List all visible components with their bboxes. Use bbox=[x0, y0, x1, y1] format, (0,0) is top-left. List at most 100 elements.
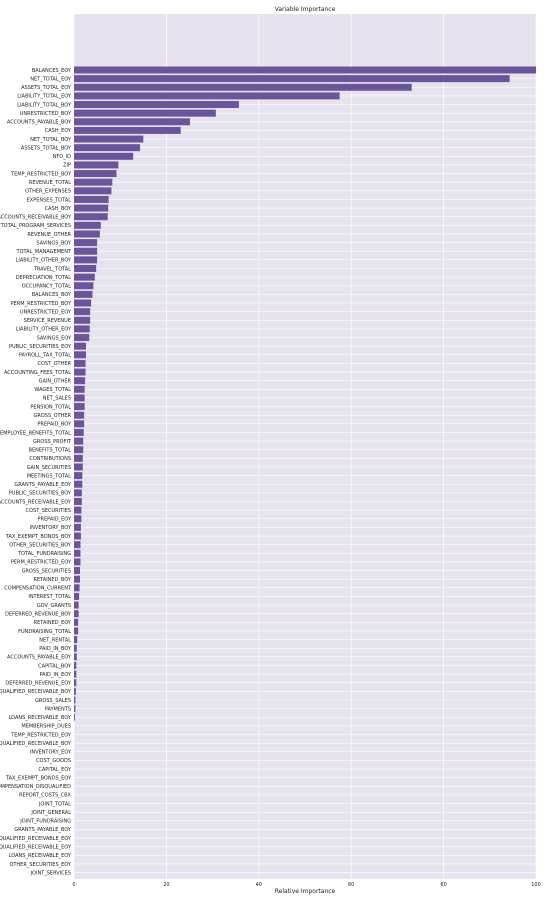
category-label: REVENUE_OTHER bbox=[27, 232, 71, 238]
category-label: GAIN_SECURITIES bbox=[27, 465, 71, 471]
bar bbox=[74, 549, 81, 557]
category-label: ACCOUNTS_PAYABLE_EOY bbox=[7, 655, 72, 661]
category-label: COMPENSATION_CURRENT bbox=[4, 586, 72, 592]
category-label: SAVINGS_BOY bbox=[36, 240, 72, 246]
bar bbox=[74, 204, 109, 212]
bar bbox=[74, 506, 82, 514]
category-label: OTHER_SECURITIES_BOY bbox=[9, 542, 72, 548]
bar bbox=[74, 273, 95, 281]
category-label: COST_SECURITIES bbox=[26, 508, 71, 514]
bar bbox=[74, 394, 85, 402]
category-label: TRAVEL_TOTAL bbox=[33, 266, 71, 272]
category-label: NET_SALES bbox=[43, 396, 71, 402]
category-label: CAPITAL_EOY bbox=[38, 767, 72, 773]
category-label: DEFERRED_REVENUE_EOY bbox=[5, 681, 72, 687]
category-label: GROSS_PROFIT bbox=[33, 439, 72, 445]
bar bbox=[74, 472, 83, 480]
bar bbox=[74, 221, 101, 229]
category-label: MEETINGS_TOTAL bbox=[27, 473, 72, 479]
bar bbox=[74, 618, 79, 626]
category-label: COST_GOODS bbox=[36, 758, 71, 764]
x-tick-label: 0 bbox=[72, 882, 75, 888]
category-label: ASSETS_TOTAL_EOY bbox=[21, 85, 72, 91]
category-label: RETAINED_BOY bbox=[33, 577, 71, 583]
category-label: LOANS_RECEIVABLE_BOY bbox=[8, 715, 71, 721]
bar bbox=[74, 359, 86, 367]
x-tick-label: 40 bbox=[256, 882, 262, 888]
category-label: ASSETS_TOTAL_BOY bbox=[21, 145, 72, 151]
bar bbox=[74, 299, 92, 307]
category-label: NET_TOTAL_EOY bbox=[30, 76, 72, 82]
bar bbox=[74, 239, 98, 247]
bar bbox=[74, 75, 510, 83]
bar bbox=[74, 670, 77, 678]
category-label: ACCOUNTS_RECEIVABLE_BOY bbox=[0, 215, 72, 221]
category-label: GAIN_OTHER bbox=[39, 378, 72, 384]
bar bbox=[74, 463, 83, 471]
category-label: DISQUALIFIED_RECEIVABLE_BOY bbox=[0, 741, 72, 747]
category-label: SAVINGS_EOY bbox=[37, 335, 72, 341]
category-label: UNRESTRICTED_EOY bbox=[20, 309, 72, 315]
category-label: EMPLOYEE_BENEFITS_TOTAL bbox=[0, 430, 71, 436]
category-label: REPORT_COSTS_CBX bbox=[19, 793, 71, 799]
bar bbox=[74, 385, 85, 393]
category-label: GROSS_OTHER bbox=[33, 413, 71, 419]
category-label: CAPITAL_BOY bbox=[38, 663, 72, 669]
plot-area bbox=[74, 14, 536, 879]
bar bbox=[74, 558, 81, 566]
category-label: DEFERRED_REVENUE_BOY bbox=[5, 611, 72, 617]
category-label: TAX_EXEMPT_BONDS_BOY bbox=[5, 534, 72, 540]
bar bbox=[74, 636, 78, 644]
bar bbox=[74, 66, 536, 74]
category-label: PAYROLL_TAX_TOTAL bbox=[19, 353, 71, 359]
category-label: FUNDRAISING_TOTAL bbox=[18, 629, 71, 635]
bar bbox=[74, 342, 87, 350]
bar bbox=[74, 161, 119, 169]
category-label: WAGES_TOTAL bbox=[34, 387, 71, 393]
category-label: TOTAL_FUNDRAISING bbox=[17, 551, 71, 557]
category-label: PREPAID_EOY bbox=[38, 517, 72, 523]
bar bbox=[74, 308, 91, 316]
category-label: GROSS_SECURITIES bbox=[22, 568, 71, 574]
category-label: COMPENSATION_DISQUALIFIED bbox=[0, 784, 71, 790]
bar bbox=[74, 101, 239, 109]
bar bbox=[74, 592, 80, 600]
category-label: OCCUPANCY_TOTAL bbox=[22, 284, 71, 290]
bar bbox=[74, 230, 100, 238]
bar bbox=[74, 170, 117, 178]
bar bbox=[74, 601, 79, 609]
bar bbox=[74, 92, 340, 100]
bar bbox=[74, 515, 82, 523]
category-label: UNRESTRICTED_BOY bbox=[20, 111, 72, 117]
category-label: GOV_GRANTS bbox=[37, 603, 71, 609]
bar bbox=[74, 679, 77, 687]
x-tick-label: 60 bbox=[348, 882, 354, 888]
category-label: PERM_RESTRICTED_EOY bbox=[11, 560, 72, 566]
category-label: QUALIFIED_RECEIVABLE_BOY bbox=[0, 689, 72, 695]
category-label: PAID_IN_EOY bbox=[39, 672, 71, 678]
category-label: LOANS_RECEIVABLE_EOY bbox=[9, 853, 72, 859]
x-axis-ticks: 0 20 40 60 80 100 bbox=[72, 882, 540, 888]
x-tick-label: 100 bbox=[531, 882, 541, 888]
category-label: JOINT_GENERAL bbox=[30, 810, 71, 816]
category-label: ZIP bbox=[63, 163, 71, 169]
bar bbox=[74, 446, 84, 454]
bar bbox=[74, 437, 84, 445]
bar bbox=[74, 256, 98, 264]
bar bbox=[74, 403, 85, 411]
gridlines bbox=[73, 14, 537, 879]
bar bbox=[74, 705, 76, 713]
bar bbox=[74, 489, 82, 497]
bar bbox=[74, 696, 76, 704]
bar bbox=[74, 498, 82, 505]
category-label: JOINT_TOTAL bbox=[38, 801, 71, 807]
bar bbox=[74, 454, 83, 462]
category-label: LIABILITY_OTHER_EOY bbox=[16, 327, 72, 333]
category-label: CASH_EOY bbox=[45, 128, 72, 134]
bar bbox=[74, 247, 98, 255]
bar bbox=[74, 135, 144, 143]
category-label: BALANCES_EOY bbox=[32, 68, 72, 74]
bar bbox=[74, 644, 77, 652]
category-label: GRANTS_PAYABLE_BOY bbox=[14, 827, 72, 833]
